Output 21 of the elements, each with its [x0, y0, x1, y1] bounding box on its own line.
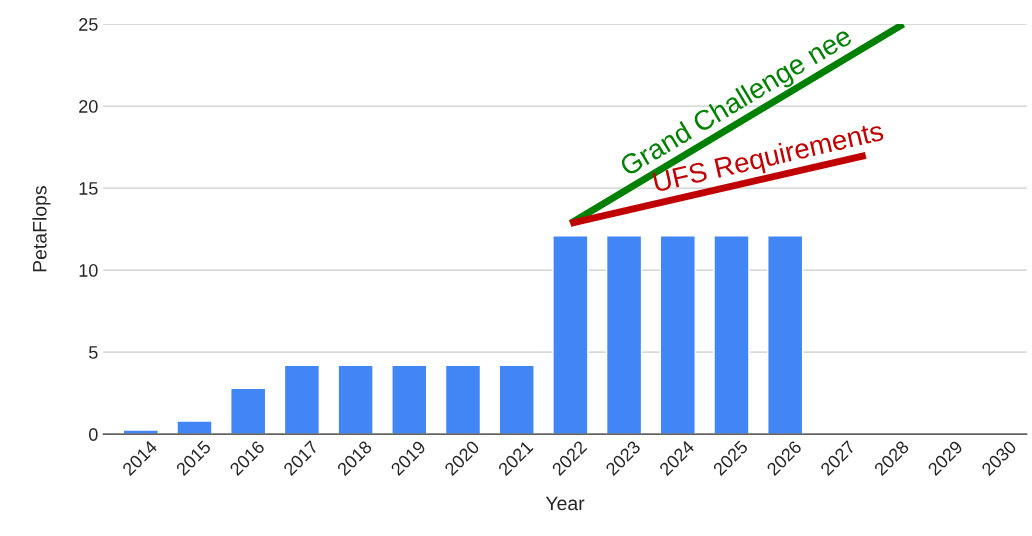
bar — [391, 364, 428, 435]
y-tick-label: 10 — [79, 264, 98, 277]
y-tick-label: 15 — [79, 182, 98, 195]
y-tick-label: 25 — [79, 18, 98, 31]
bar — [659, 235, 696, 435]
bar — [605, 235, 643, 435]
bar — [552, 235, 589, 435]
bar — [176, 420, 213, 435]
x-axis-title: Year — [545, 496, 585, 511]
bar — [713, 235, 750, 435]
bar — [337, 364, 374, 435]
bar — [122, 429, 159, 435]
bar — [444, 364, 482, 435]
y-tick-label: 20 — [79, 100, 98, 113]
y-tick-label: 0 — [89, 428, 98, 441]
bar — [767, 235, 804, 435]
y-axis-title: PetaFlops — [32, 186, 51, 272]
y-tick-label: 5 — [89, 346, 98, 359]
bar — [283, 364, 321, 435]
bar — [230, 387, 267, 435]
bar — [498, 364, 535, 435]
